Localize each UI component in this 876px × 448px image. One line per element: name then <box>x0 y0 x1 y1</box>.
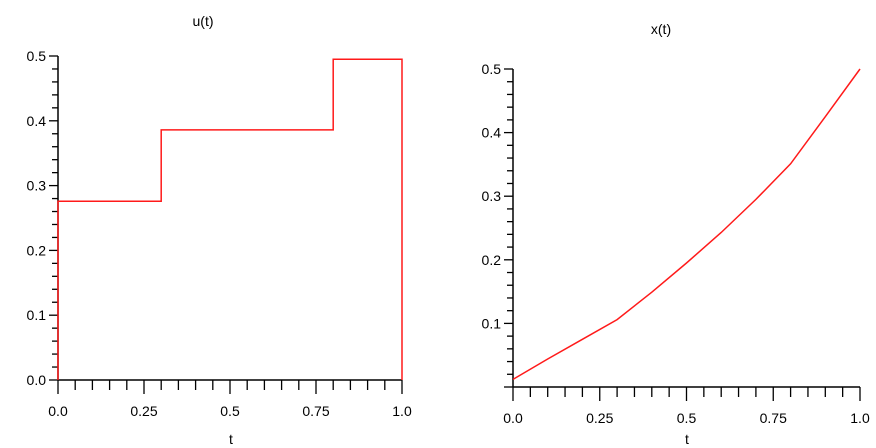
x-tick-label: 0.0 <box>503 410 523 426</box>
y-tick-label: 0.5 <box>482 61 502 77</box>
chart-u-title: u(t) <box>193 13 214 29</box>
chart-u-x-axis-label: t <box>229 431 233 447</box>
y-tick-label: 0.4 <box>27 113 47 129</box>
x-tick-label: 0.25 <box>586 410 613 426</box>
chart-x-axes <box>512 69 860 388</box>
x-tick-label: 0.75 <box>760 410 787 426</box>
chart-u: u(t) t 0.0 0.1 0.2 0.3 0.4 0.5 0.0 0.25 0.5 0.75 1… <box>27 13 412 447</box>
x-tick-label: 0.5 <box>220 403 240 419</box>
y-tick-label: 0.0 <box>27 372 47 388</box>
y-tick-label: 0.1 <box>482 315 502 331</box>
chart-x-series-line <box>512 68 861 381</box>
chart-u-plot <box>57 58 403 380</box>
chart-u-ticks <box>49 55 403 394</box>
x-tick-label: 0.0 <box>48 403 68 419</box>
chart-u-series-line <box>57 58 403 380</box>
chart-x-tick-labels: 0.1 0.2 0.3 0.4 0.5 0.0 0.25 0.5 0.75 1.0 <box>482 61 870 426</box>
x-tick-label: 0.25 <box>130 403 157 419</box>
chart-x: x(t) t 0.1 0.2 0.3 0.4 0.5 0.0 0.25 0.5 0.75 1.0 <box>482 21 870 447</box>
chart-u-axes <box>57 56 402 381</box>
chart-x-plot <box>512 68 861 381</box>
y-tick-label: 0.2 <box>482 252 502 268</box>
x-tick-label: 1.0 <box>392 403 412 419</box>
y-tick-label: 0.3 <box>482 188 502 204</box>
y-tick-label: 0.5 <box>27 48 47 64</box>
y-tick-label: 0.4 <box>482 125 502 141</box>
chart-x-title: x(t) <box>651 21 671 37</box>
y-tick-label: 0.1 <box>27 307 47 323</box>
x-tick-label: 0.5 <box>677 410 697 426</box>
chart-x-ticks <box>504 68 861 401</box>
chart-u-tick-labels: 0.0 0.1 0.2 0.3 0.4 0.5 0.0 0.25 0.5 0.75 1.0 <box>27 48 412 419</box>
x-tick-label: 1.0 <box>850 410 870 426</box>
chart-x-x-axis-label: t <box>685 431 689 447</box>
x-tick-label: 0.75 <box>302 403 329 419</box>
y-tick-label: 0.2 <box>27 242 47 258</box>
y-tick-label: 0.3 <box>27 178 47 194</box>
